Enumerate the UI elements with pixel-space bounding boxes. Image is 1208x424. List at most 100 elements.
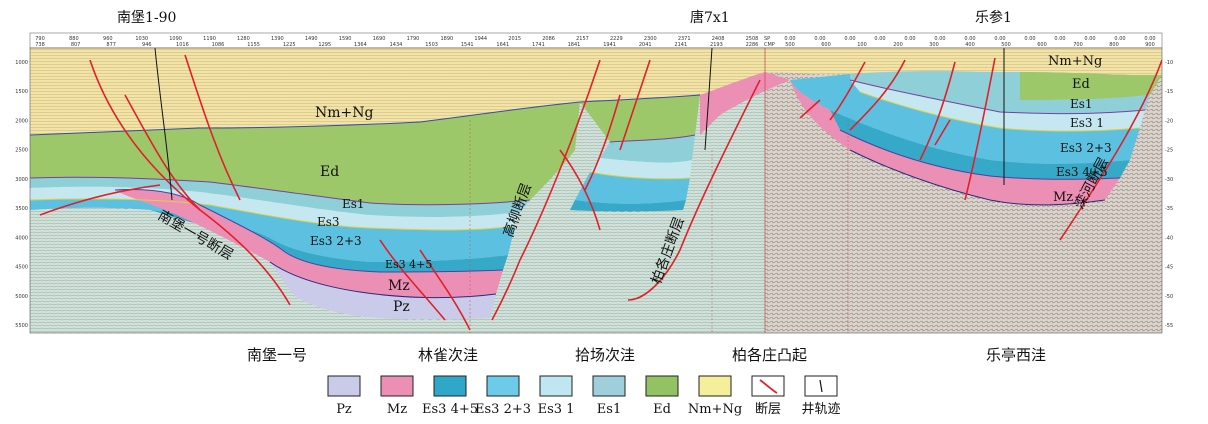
top-tick-a: 1030 [135, 36, 148, 42]
right-depth-tick: -25 [1165, 148, 1173, 154]
top-tick-a: 2086 [542, 36, 555, 42]
label-es3-1-right: Es3 1 [1070, 116, 1104, 130]
fault-right-3 [919, 61, 956, 161]
region-labels: 南堡一号 林雀次洼 拾场次洼 柏各庄凸起 乐亭西洼 [247, 346, 1046, 364]
top-tick-b: 1741 [532, 42, 545, 48]
layer-es3-1-middle [590, 158, 692, 179]
faults [39, 54, 1162, 331]
top-tick-a: 1390 [271, 36, 284, 42]
region-nanpu-1: 南堡一号 [247, 346, 307, 364]
top-tick-d: 900 [1145, 42, 1155, 48]
fault-gaoliu-b [559, 149, 601, 231]
left-depth-axis: 1000 1500 2000 2500 3000 3500 4000 4500 5000 5500 [15, 60, 28, 329]
top-tick-c: 0.00 [1084, 36, 1095, 42]
top-tick-c: 0.00 [934, 36, 945, 42]
label-ed-right: Ed [1072, 77, 1090, 92]
label-es1-right: Es1 [1070, 97, 1093, 111]
left-depth-tick: 5000 [15, 294, 28, 300]
legend-swatch-nm_ng [698, 375, 732, 397]
top-tick-b: 2141 [674, 42, 687, 48]
label-es3-45-right: Es3 4+5 [1056, 165, 1108, 179]
legend-fault-line [759, 379, 778, 394]
layer-mz-left [115, 189, 503, 298]
top-tick-d: 600 [1037, 42, 1047, 48]
right-depth-tick: -40 [1165, 235, 1173, 241]
layer-es3-23-right [790, 74, 1140, 164]
top-tick-a: 790 [35, 36, 45, 42]
layer-ed-middle [580, 95, 700, 142]
fault-baigezhuang [627, 79, 761, 301]
top-tick-b: 1434 [390, 42, 403, 48]
label-es3-23-right: Es3 2+3 [1060, 141, 1112, 155]
layer-pz-left [270, 262, 496, 320]
fault-middle-1 [619, 59, 651, 151]
layer-es3-23-middle [575, 172, 690, 204]
label-es3-45-left: Es3 4+5 [385, 258, 432, 271]
region-baigezhuang-uplift: 柏各庄凸起 [732, 346, 807, 364]
well-label-nanpu-1-90: 南堡1-90 [117, 10, 176, 26]
legend-label-well: 井轨迹 [801, 402, 840, 417]
legend-item-mz: Mz [380, 375, 414, 417]
top-tick-a: 2157 [576, 36, 589, 42]
fault-middle-2 [584, 94, 621, 191]
left-depth-tick: 2500 [15, 148, 28, 154]
legend-label-fault: 断层 [755, 402, 781, 417]
top-tick-b: 877 [106, 42, 116, 48]
fault-short-2 [934, 119, 951, 146]
left-depth-tick: 5500 [15, 323, 28, 329]
legend-item-well: 井轨迹 [801, 375, 841, 417]
layer-mz-right [765, 72, 1120, 205]
top-tick-c: 0.00 [814, 36, 825, 42]
left-depth-tick: 1000 [15, 60, 28, 66]
top-tick-b: 738 [35, 42, 45, 48]
fault-deep-1 [379, 239, 446, 321]
top-tick-c: 0.00 [844, 36, 855, 42]
region-linque-sag: 林雀次洼 [418, 346, 478, 364]
fault-right-1 [829, 61, 866, 121]
right-depth-tick: -15 [1165, 89, 1173, 95]
top-axis-ticks-a: 790 880 960 1030 1090 1190 1280 1390 1490 1590 169… [35, 36, 758, 42]
top-tick-b: 1016 [176, 42, 189, 48]
section-frame [29, 47, 1163, 334]
top-tick-d: 300 [929, 42, 939, 48]
top-axis-ticks-c: 0.00 0.00 0.00 0.00 0.00 0.00 0.00 0.00 0.00 0.00… [784, 36, 1155, 42]
well-track-tang-7x1 [704, 48, 713, 151]
legend-item-fault: 断层 [751, 375, 785, 417]
left-depth-tick: 2000 [15, 118, 28, 124]
top-tick-a: 1190 [203, 36, 216, 42]
layer-es3-23-left [30, 198, 515, 262]
top-tick-a: 960 [103, 36, 113, 42]
left-depth-tick: 4500 [15, 265, 28, 271]
legend-item-nm_ng: Nm+Ng [688, 375, 742, 417]
top-tick-b: 1503 [425, 42, 438, 48]
well-tracks [154, 48, 1005, 201]
right-depth-tick: -20 [1165, 118, 1173, 124]
fault-right-4 [964, 57, 996, 201]
top-tick-c: 0.00 [1144, 36, 1155, 42]
well-track-nanpu-1-90 [154, 48, 173, 201]
top-tick-b: 1155 [247, 42, 260, 48]
label-pz-left: Pz [393, 299, 410, 315]
top-tick-a: 1280 [237, 36, 250, 42]
top-tick-d: 400 [965, 42, 975, 48]
top-tick-b: 1541 [461, 42, 474, 48]
top-tick-d: 500 [1001, 42, 1011, 48]
legend-item-es3_45: Es3 4+5 [422, 375, 478, 417]
sp-label: SP [764, 36, 770, 42]
region-shichang-sag: 拾场次洼 [575, 346, 635, 364]
label-es1-left: Es1 [342, 197, 365, 211]
top-tick-b: 2041 [639, 42, 652, 48]
fault-deep-2 [419, 249, 471, 331]
right-depth-tick: -50 [1165, 294, 1173, 300]
top-tick-b: 1086 [212, 42, 225, 48]
top-axis-ticks-d: 500 600 100 200 300 400 500 600 700 800 900 [785, 42, 1155, 48]
legend-item-pz: Pz [327, 375, 361, 417]
layer-es3-1-right [850, 80, 1145, 131]
top-tick-d: 700 [1073, 42, 1083, 48]
right-depth-tick: -35 [1165, 206, 1173, 212]
cmp-label: CMP [764, 42, 775, 48]
top-tick-b: 2193 [710, 42, 723, 48]
top-tick-a: 2371 [678, 36, 691, 42]
legend-item-es3_23: Es3 2+3 [475, 375, 531, 417]
